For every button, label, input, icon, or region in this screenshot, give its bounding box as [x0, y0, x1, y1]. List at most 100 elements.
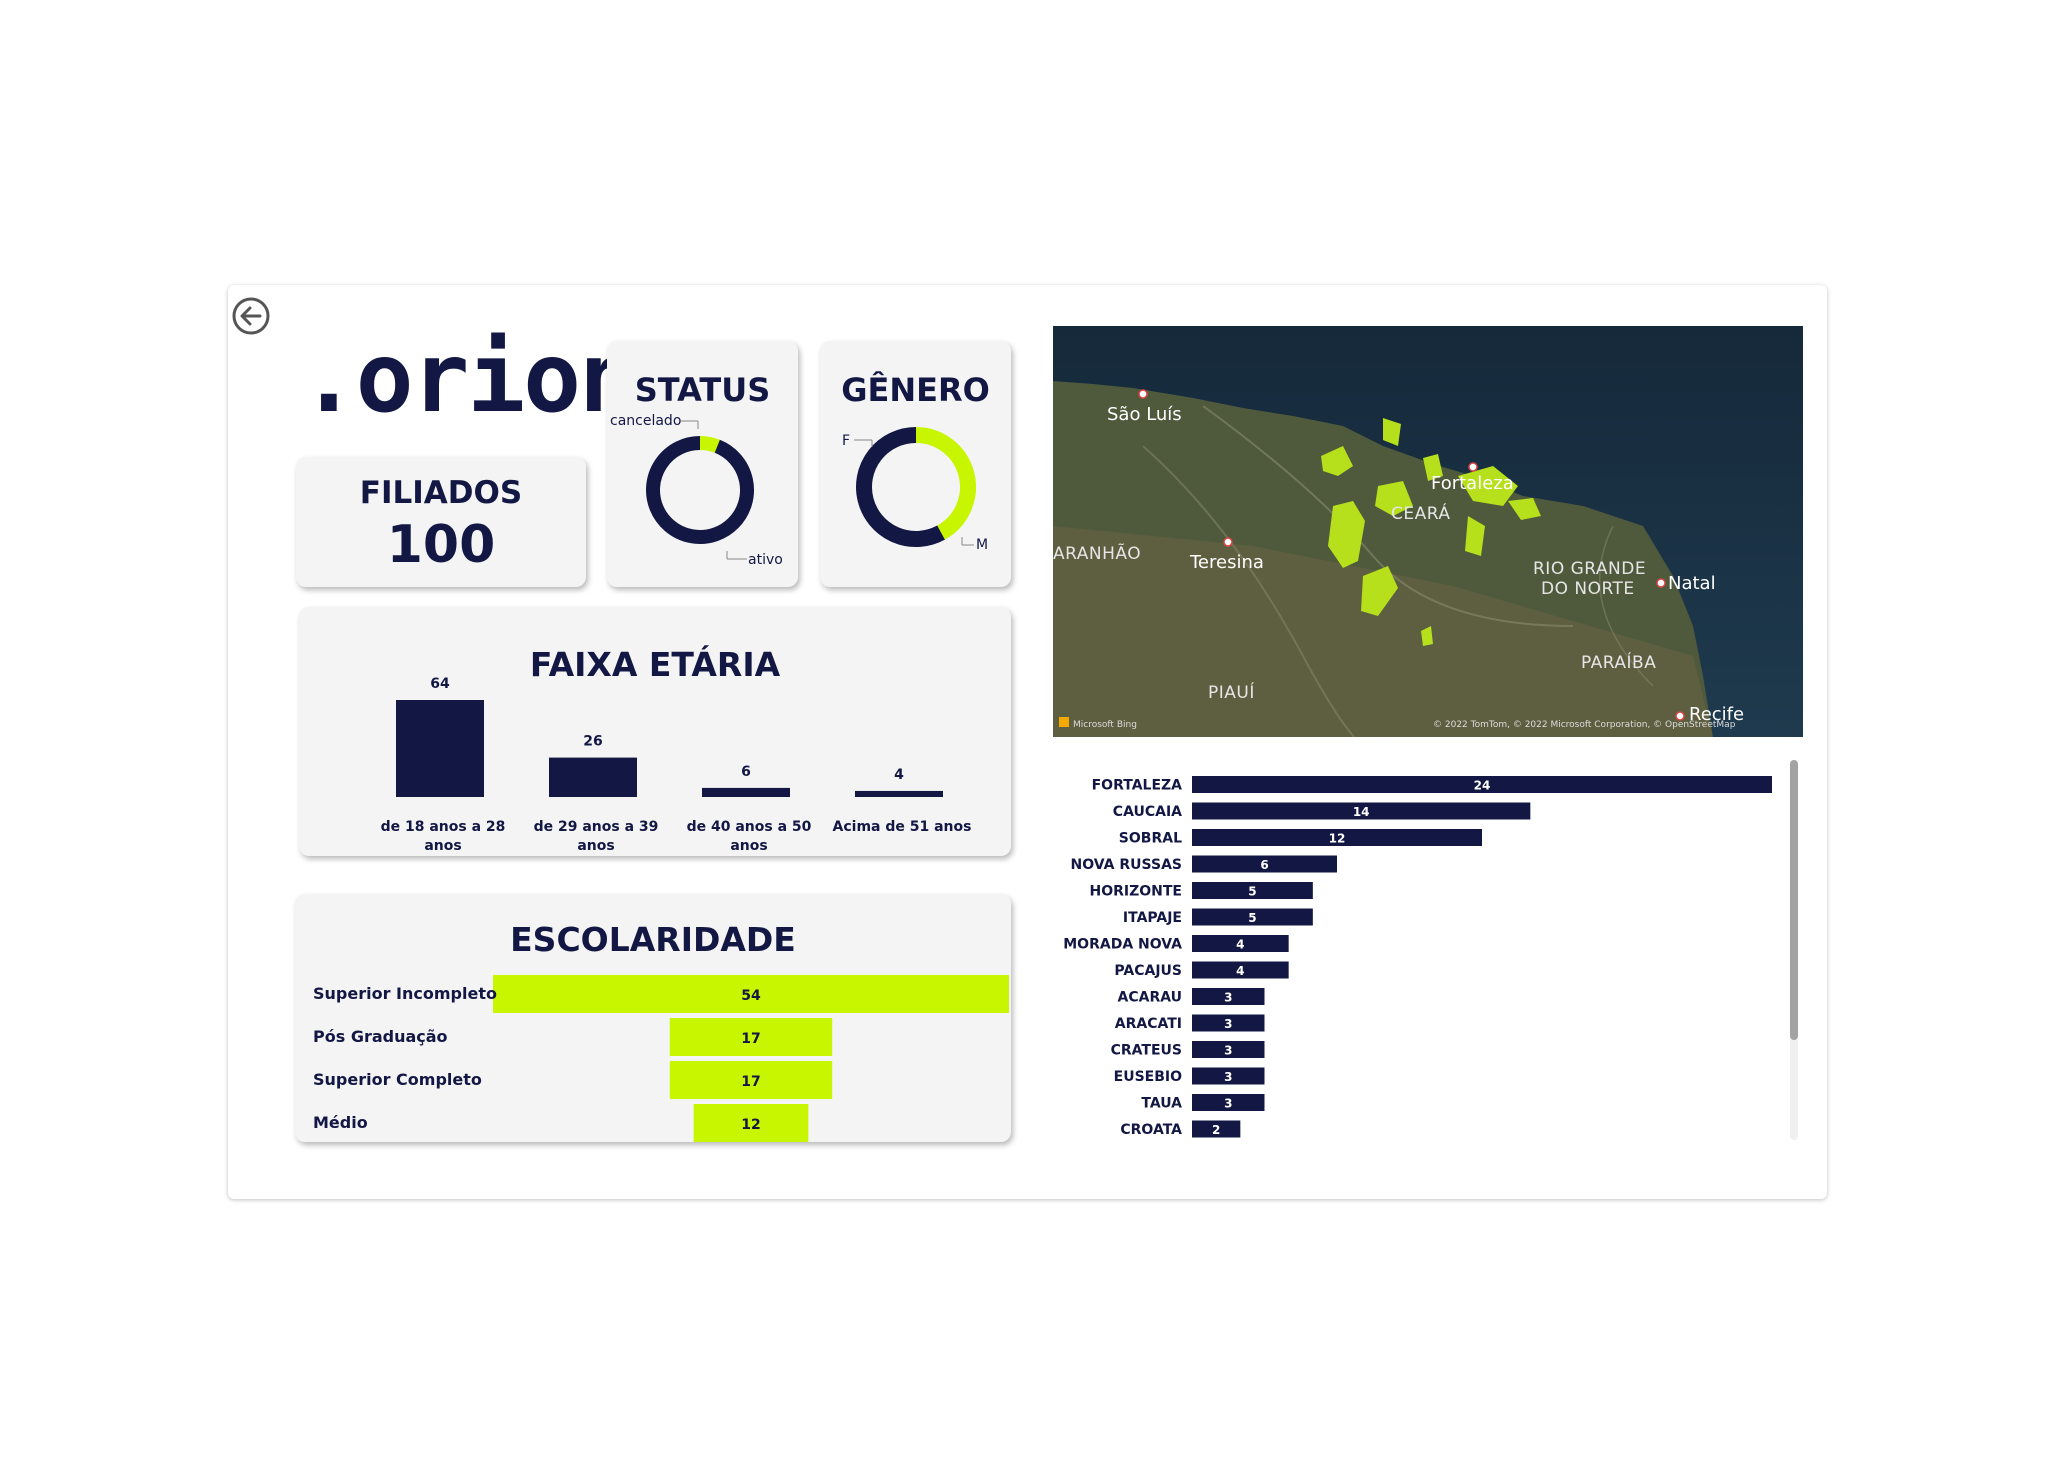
cidade-category-label: MORADA NOVA: [1063, 937, 1182, 953]
escolaridade-bar[interactable]: [669, 1018, 833, 1056]
cidade-category-label: ARACATI: [1115, 1016, 1182, 1032]
faixa-category-label: Acima de 51 anos: [833, 819, 972, 835]
cidade-category-label: HORIZONTE: [1090, 884, 1183, 900]
cidade-bar[interactable]: [1192, 1067, 1265, 1085]
genero-title: GÊNERO: [841, 371, 990, 409]
orion-logo: .orion: [300, 322, 637, 434]
cidade-category-label: SOBRAL: [1119, 831, 1182, 847]
genero-slice-m[interactable]: [856, 427, 945, 547]
ceara-map[interactable]: São Luís Fortaleza Teresina Natal Recife…: [1053, 326, 1803, 737]
map-city-sao-luis: São Luís: [1107, 404, 1182, 425]
cidade-category-label: NOVA RUSSAS: [1071, 857, 1182, 873]
cidade-category-label: CRATEUS: [1111, 1043, 1182, 1059]
faixa-bar[interactable]: [396, 700, 484, 797]
map-state-maranhao: ARANHÃO: [1053, 542, 1141, 564]
cidade-bar[interactable]: [1192, 855, 1337, 873]
cidade-bar[interactable]: [1192, 1014, 1265, 1032]
escolaridade-bar-value: 12: [741, 1117, 760, 1133]
genero-card: GÊNERO F M: [820, 341, 1011, 587]
faixa-category-label: anos: [730, 838, 767, 854]
map-canvas: São Luís Fortaleza Teresina Natal Recife…: [1053, 326, 1803, 737]
cidade-bar-value: 24: [1474, 779, 1491, 793]
cidade-bar[interactable]: [1192, 829, 1482, 846]
map-state-piaui: PIAUÍ: [1208, 681, 1255, 703]
cidade-category-label: ACARAU: [1118, 990, 1183, 1006]
cidade-bar-value: 6: [1260, 858, 1268, 872]
map-brand: Microsoft Bing: [1073, 720, 1137, 730]
highlighted-regions: [1321, 418, 1541, 646]
map-state-paraiba: PARAÍBA: [1581, 651, 1656, 673]
cidade-bar[interactable]: [1192, 882, 1313, 899]
status-title: STATUS: [634, 371, 771, 409]
cidade-category-label: EUSEBIO: [1114, 1069, 1182, 1085]
cidade-bar[interactable]: [1192, 1041, 1265, 1058]
status-slice-cancelado[interactable]: [699, 436, 720, 453]
escolaridade-bar[interactable]: [669, 1061, 833, 1099]
faixa-bar-value: 64: [430, 676, 450, 692]
status-label-ativo: ativo: [748, 552, 783, 568]
faixa-category-label: de 40 anos a 50: [687, 819, 812, 835]
escolaridade-bar-value: 17: [741, 1031, 760, 1047]
escolaridade-funnel-chart: 54 Superior Incompleto 17 Pós Graduação 17 Su…: [313, 975, 1009, 1142]
escolaridade-card: ESCOLARIDADE 54 Superior Incompleto 17 Pós …: [295, 894, 1011, 1142]
genero-label-f: F: [842, 433, 850, 449]
cidades-scrollbar[interactable]: [1790, 760, 1798, 1140]
cidade-bar-value: 5: [1248, 885, 1256, 899]
cidade-bar[interactable]: [1192, 776, 1772, 793]
cidade-category-label: CROATA: [1120, 1122, 1182, 1138]
cidade-bar-value: 4: [1236, 938, 1244, 952]
status-card: STATUS cancelado ativo: [607, 341, 798, 587]
faixa-etaria-title: FAIXA ETÁRIA: [529, 645, 781, 684]
faixa-bar-value: 4: [894, 767, 904, 783]
cidade-bar-value: 3: [1224, 991, 1232, 1005]
map-city-markers: [1138, 389, 1685, 721]
faixa-bar-value: 26: [583, 734, 602, 750]
cidade-bar[interactable]: [1192, 935, 1289, 952]
faixa-bar[interactable]: [549, 757, 637, 797]
cidades-scroll-thumb[interactable]: [1790, 760, 1798, 1040]
cidade-bar[interactable]: [1192, 802, 1531, 820]
status-slice-ativo[interactable]: [646, 436, 754, 544]
faixa-category-label: de 29 anos a 39: [534, 819, 659, 835]
map-state-rn-1: RIO GRANDE: [1533, 559, 1646, 579]
cidade-bar[interactable]: [1192, 908, 1313, 926]
map-city-recife: Recife: [1689, 704, 1744, 725]
map-state-ceara: CEARÁ: [1391, 502, 1451, 524]
filiados-card: FILIADOS 100: [296, 457, 586, 587]
map-city-natal: Natal: [1668, 573, 1716, 594]
escolaridade-bar-value: 54: [741, 988, 761, 1004]
faixa-category-label: de 18 anos a 28: [381, 819, 506, 835]
escolaridade-title: ESCOLARIDADE: [510, 920, 796, 959]
cidade-bar-value: 5: [1248, 911, 1256, 925]
map-state-rn-2: DO NORTE: [1541, 579, 1635, 599]
cidade-bar[interactable]: [1192, 988, 1265, 1005]
escolaridade-category-label: Médio: [313, 1113, 368, 1132]
cidade-bar-value: 3: [1224, 1097, 1232, 1111]
map-city-fortaleza: Fortaleza: [1431, 473, 1514, 494]
cidade-bar[interactable]: [1192, 1120, 1241, 1138]
faixa-bar[interactable]: [702, 787, 790, 797]
faixa-bar[interactable]: [855, 790, 943, 797]
cidade-bar[interactable]: [1192, 961, 1289, 979]
cidade-bar-value: 4: [1236, 964, 1244, 978]
faixa-etaria-card: FAIXA ETÁRIA 64 de 18 anos a 28 anos 26 de 2…: [299, 607, 1011, 856]
cidade-bar-value: 14: [1353, 805, 1370, 819]
genero-label-m: M: [976, 537, 988, 553]
escolaridade-bar[interactable]: [493, 975, 1009, 1013]
escolaridade-category-label: Superior Completo: [313, 1070, 482, 1089]
genero-donut-chart: F M: [842, 427, 988, 553]
genero-slice-f[interactable]: [915, 427, 976, 540]
cidade-bar-value: 3: [1224, 1044, 1232, 1058]
filiados-value: 100: [386, 515, 496, 575]
escolaridade-category-label: Pós Graduação: [313, 1027, 448, 1046]
cidade-bar[interactable]: [1192, 1094, 1265, 1111]
status-donut-chart: cancelado ativo: [610, 413, 783, 568]
map-city-teresina: Teresina: [1189, 552, 1264, 573]
cidade-bar-value: 12: [1329, 832, 1346, 846]
escolaridade-bar[interactable]: [693, 1104, 809, 1142]
cidade-category-label: CAUCAIA: [1113, 804, 1182, 820]
cidade-category-label: TAUA: [1141, 1096, 1182, 1112]
back-arrow-icon[interactable]: [231, 296, 271, 336]
filiados-title: FILIADOS: [359, 475, 523, 511]
